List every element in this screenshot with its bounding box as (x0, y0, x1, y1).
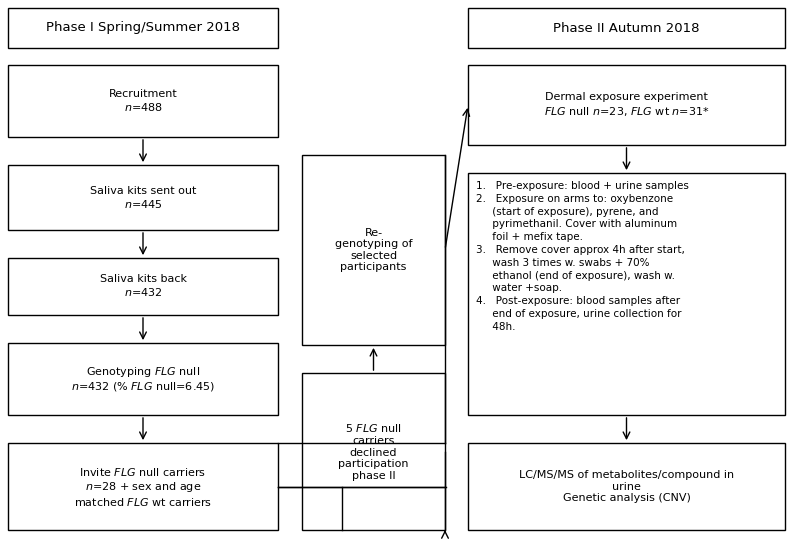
Text: 1.   Pre-exposure: blood + urine samples
2.   Exposure on arms to: oxybenzone
  : 1. Pre-exposure: blood + urine samples 2… (476, 181, 689, 332)
Bar (468, 443, 785, 530)
Bar (302, 373, 445, 530)
Text: Phase I Spring/Summer 2018: Phase I Spring/Summer 2018 (46, 22, 240, 35)
Text: Dermal exposure experiment
$FLG$ null $n$=23, $FLG$ wt $n$=31*: Dermal exposure experiment $FLG$ null $n… (544, 92, 710, 117)
Text: Re-
genotyping of
selected
participants: Re- genotyping of selected participants (335, 228, 412, 273)
Bar (8, 343, 278, 415)
Bar (8, 443, 278, 530)
Text: Saliva kits sent out
$n$=445: Saliva kits sent out $n$=445 (90, 186, 196, 210)
Bar (8, 65, 278, 137)
Bar (468, 8, 785, 48)
Text: Genotyping $FLG$ null
$n$=432 (% $FLG$ null=6.45): Genotyping $FLG$ null $n$=432 (% $FLG$ n… (71, 364, 215, 394)
Bar (8, 165, 278, 230)
Bar (468, 65, 785, 145)
Text: 5 $FLG$ null
carriers
declined
participation
phase II: 5 $FLG$ null carriers declined participa… (339, 422, 408, 481)
Bar (468, 173, 785, 415)
Text: Invite $FLG$ null carriers
$n$=28 + sex and age
matched $FLG$ wt carriers: Invite $FLG$ null carriers $n$=28 + sex … (74, 465, 212, 508)
Text: Recruitment
$n$=488: Recruitment $n$=488 (109, 89, 178, 113)
Bar (8, 8, 278, 48)
Text: LC/MS/MS of metabolites/compound in
urine
Genetic analysis (CNV): LC/MS/MS of metabolites/compound in urin… (519, 470, 734, 503)
Bar (302, 155, 445, 345)
Bar (8, 258, 278, 315)
Text: Saliva kits back
$n$=432: Saliva kits back $n$=432 (99, 275, 186, 299)
Text: Phase II Autumn 2018: Phase II Autumn 2018 (554, 22, 699, 35)
